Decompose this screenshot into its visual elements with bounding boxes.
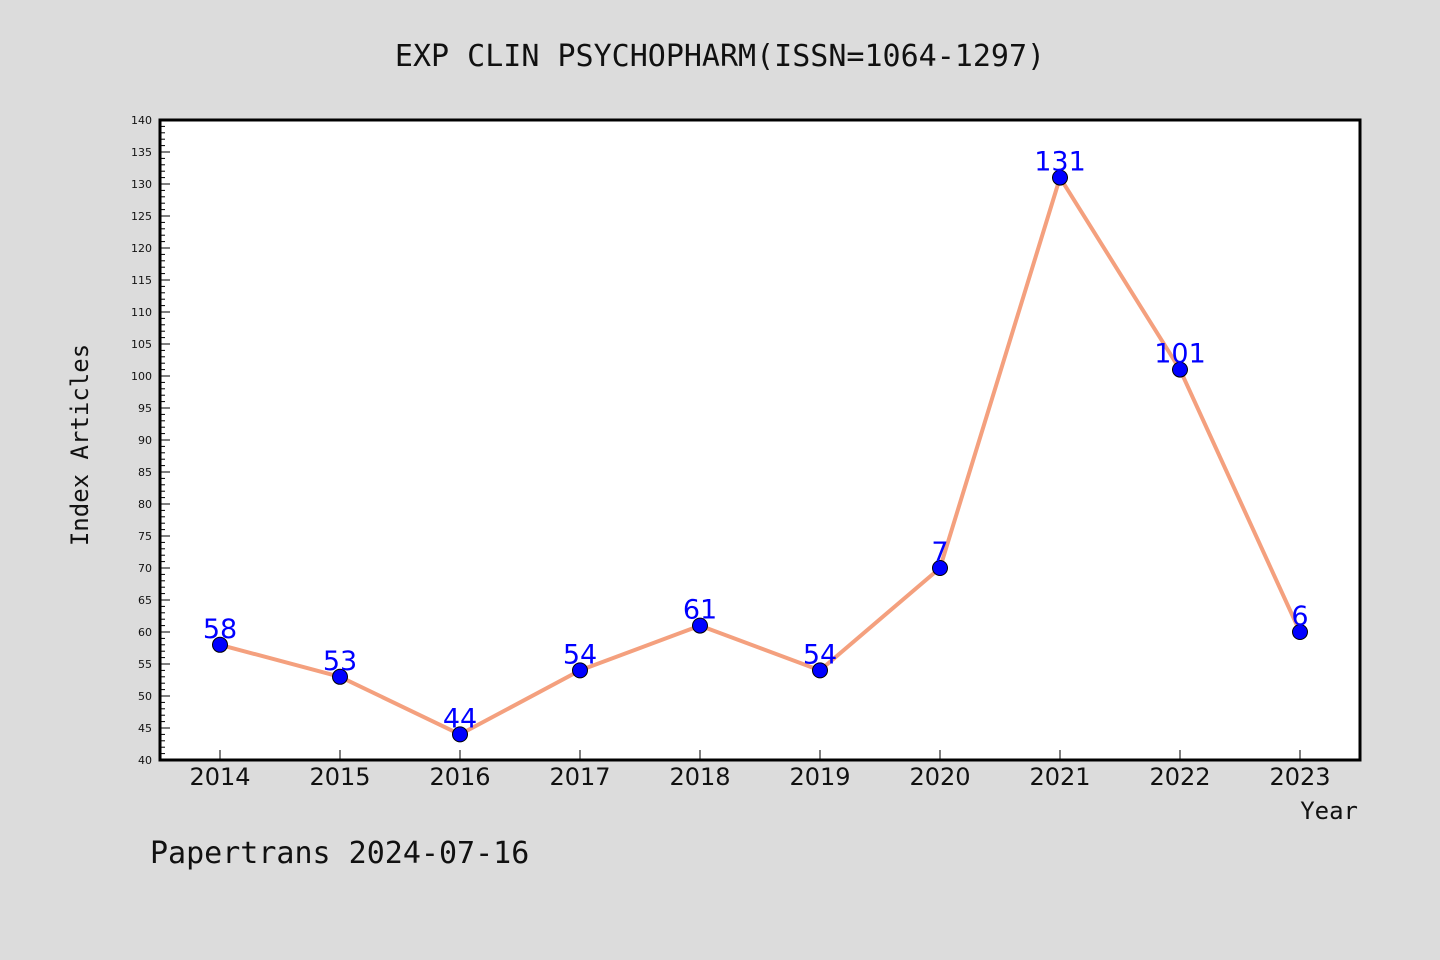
y-tick-label: 120 [131,242,152,255]
data-point [932,560,948,576]
y-tick-label: 45 [138,722,152,735]
footer-text: Papertrans 2024-07-16 [150,836,529,871]
data-point [1172,361,1188,378]
x-axis-label: Year [1300,797,1358,825]
x-tick-label: 2023 [1269,763,1330,791]
x-tick-label: 2019 [789,763,850,791]
data-label: 6 [1291,601,1308,632]
y-tick-label: 65 [138,594,152,607]
series: 58 53 44 54 61 54 7 131 101 6 [203,147,1309,743]
y-tick-label: 140 [131,114,152,127]
x-tick-label: 2021 [1029,763,1090,791]
data-label: 54 [563,639,597,670]
x-axis: 2014 2015 2016 2017 2018 2019 2020 2021 2022 2023 [189,750,1331,791]
data-point [812,662,828,679]
data-point [212,636,228,653]
data-label: 58 [203,614,237,645]
y-tick-label: 110 [131,306,152,319]
y-tick-label: 60 [138,626,152,639]
x-tick-label: 2014 [189,763,250,791]
x-tick-label: 2016 [429,763,490,791]
y-tick-label: 130 [131,178,152,191]
y-tick-label: 100 [131,370,152,383]
x-tick-label: 2015 [309,763,370,791]
data-label: 7 [931,537,948,568]
data-point [332,668,348,685]
y-tick-label: 50 [138,690,152,703]
y-tick-label: 95 [138,402,152,415]
y-tick-label: 75 [138,530,152,543]
y-tick-label: 80 [138,498,152,511]
x-tick-label: 2018 [669,763,730,791]
y-tick-label: 40 [138,754,152,767]
y-tick-label: 70 [138,562,152,575]
data-point [572,662,588,679]
y-tick-label: 135 [131,146,152,159]
data-point [452,726,468,743]
data-label: 53 [323,646,357,677]
y-tick-label: 85 [138,466,152,479]
series-line [219,175,1302,737]
y-tick-label: 55 [138,658,152,671]
y-tick-label: 115 [131,274,152,287]
x-tick-label: 2022 [1149,763,1210,791]
y-tick-label: 105 [131,338,152,351]
y-tick-label: 125 [131,210,152,223]
y-axis: 40 45 50 55 60 65 70 75 80 85 90 95 100 105 110 115 120 1… [131,114,170,767]
y-axis-label: Index Articles [66,344,94,546]
data-point [1052,169,1068,186]
data-label: 131 [1034,147,1086,178]
y-tick-label: 90 [138,434,152,447]
data-label: 54 [803,639,837,670]
data-point [1292,624,1308,640]
x-tick-label: 2020 [909,763,970,791]
x-tick-label: 2017 [549,763,610,791]
data-label: 61 [683,595,717,626]
plot-area [158,118,1362,762]
chart-title: EXP CLIN PSYCHOPHARM(ISSN=1064-1297) [395,39,1045,74]
data-label: 44 [443,703,477,734]
data-label: 101 [1154,339,1206,370]
data-point [692,617,708,634]
